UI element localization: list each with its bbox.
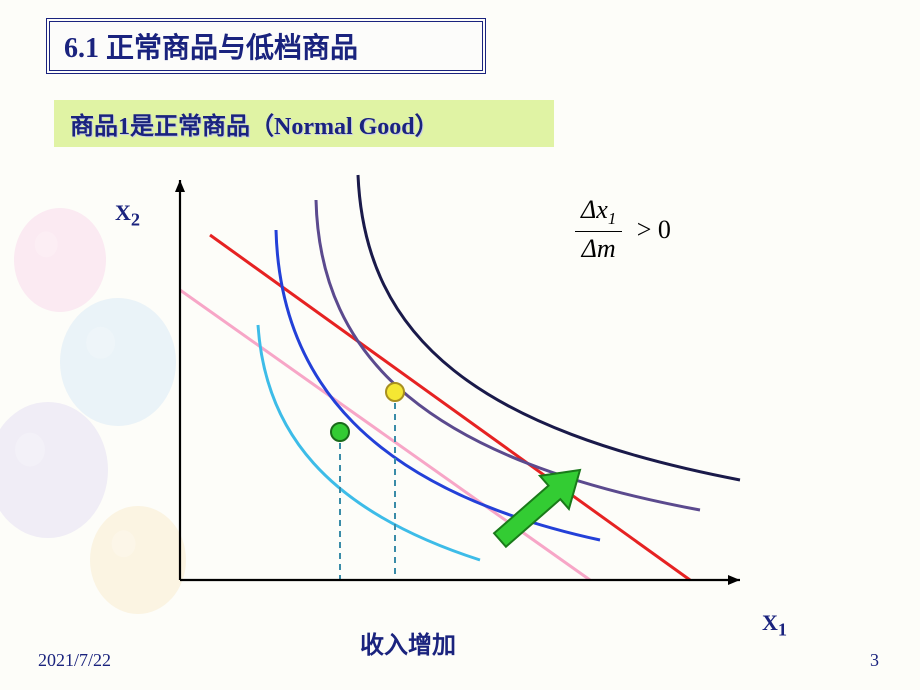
- section-title-text: 6.1 正常商品与低档商品: [64, 33, 358, 64]
- eq-top-var: x: [596, 195, 608, 224]
- footer-date-text: 2021/7/22: [38, 650, 111, 670]
- slide-subtitle-text: 商品1是正常商品（Normal Good）: [70, 114, 439, 140]
- chart-caption: 收入增加: [360, 625, 456, 660]
- footer-page-text: 3: [870, 650, 879, 670]
- income-arrow: [494, 470, 580, 547]
- equation: Δx1 Δm > 0: [575, 195, 671, 264]
- economics-chart: [170, 160, 760, 600]
- y-axis-label: X2: [115, 200, 140, 230]
- eq-relation: > 0: [637, 215, 671, 244]
- chart-caption-text: 收入增加: [360, 633, 456, 659]
- eq-top-sub: 1: [608, 209, 616, 228]
- footer-date: 2021/7/22: [38, 650, 111, 671]
- eq-bot-var: m: [597, 234, 616, 263]
- budget-lines: [180, 235, 690, 580]
- x-axis-var: X: [762, 610, 778, 635]
- drop-lines: [340, 392, 395, 580]
- y-axis-var: X: [115, 200, 131, 225]
- x-axis-sub: 1: [778, 619, 787, 639]
- y-axis-sub: 2: [131, 209, 140, 229]
- slide-subtitle: 商品1是正常商品（Normal Good）: [54, 100, 554, 147]
- section-title: 6.1 正常商品与低档商品: [46, 18, 486, 74]
- footer-page-number: 3: [870, 650, 879, 671]
- x-axis-label: X1: [762, 610, 787, 640]
